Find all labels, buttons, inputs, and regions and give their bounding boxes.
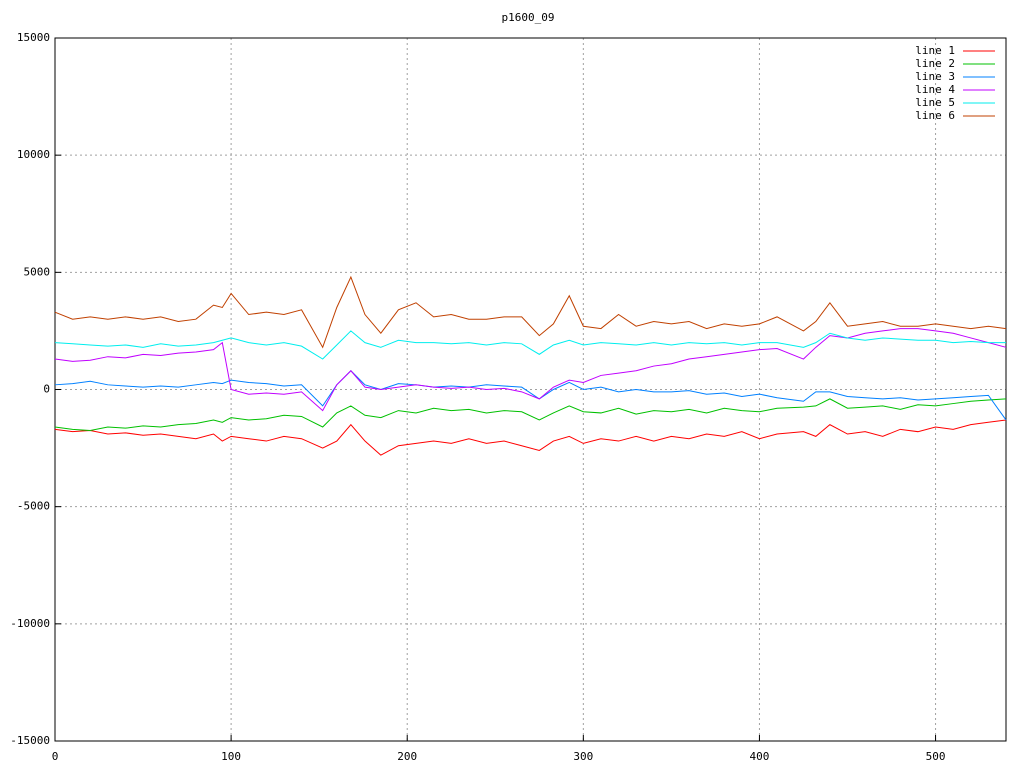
- legend-label: line 5: [915, 96, 955, 109]
- data-line: [54, 419, 1007, 456]
- y-tick-label: 10000: [17, 148, 50, 161]
- legend-label: line 3: [915, 70, 955, 83]
- x-tick-label: 0: [52, 750, 59, 763]
- data-line: [54, 398, 1007, 432]
- x-tick-label: 200: [397, 750, 417, 763]
- x-tick-label: 400: [750, 750, 770, 763]
- chart-title: p1600_09: [502, 11, 555, 24]
- plot-border: [54, 37, 1007, 742]
- y-tick-label: 0: [43, 383, 50, 396]
- data-line: [54, 330, 1006, 360]
- y-tick-label: 15000: [17, 31, 50, 44]
- x-tick-label: 500: [926, 750, 946, 763]
- data-line: [54, 328, 1007, 412]
- y-tick-label: -10000: [10, 617, 50, 630]
- legend-label: line 6: [915, 109, 955, 122]
- y-tick-label: 5000: [24, 265, 51, 278]
- legend-label: line 2: [915, 57, 955, 70]
- legend-label: line 4: [915, 83, 955, 96]
- y-tick-label: -15000: [10, 734, 50, 747]
- x-tick-label: 300: [573, 750, 593, 763]
- y-tick-label: -5000: [17, 500, 50, 513]
- x-tick-label: 100: [221, 750, 241, 763]
- legend-label: line 1: [915, 44, 955, 57]
- data-line: [54, 370, 1007, 421]
- data-line: [54, 275, 1007, 349]
